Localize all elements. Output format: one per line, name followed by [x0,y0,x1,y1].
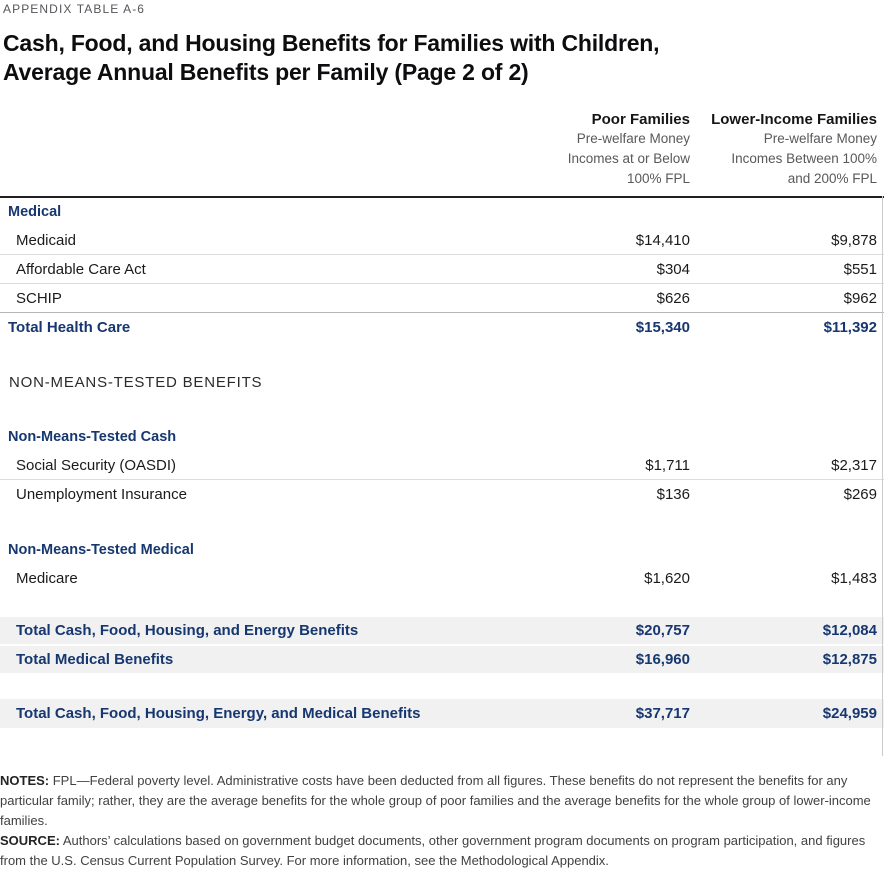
page-title-line1: Cash, Food, and Housing Benefits for Fam… [3,30,660,56]
notes-label: NOTES: [0,773,50,788]
grand-total-row: Total Cash, Food, Housing, Energy, and M… [0,699,884,728]
column-subtext-line2: Incomes at or Below [567,151,690,166]
row-label: Total Cash, Food, Housing, and Energy Be… [16,622,359,639]
column-name: Lower-Income Families [711,111,877,128]
row-label: Unemployment Insurance [16,485,187,503]
lower-income-value: $12,084 [822,622,877,639]
column-subtext-line1: Pre-welfare Money [763,131,877,146]
row-label: Total Cash, Food, Housing, Energy, and M… [16,705,421,722]
appendix-label: APPENDIX TABLE A-6 [3,2,146,16]
section-header-label: Non-Means-Tested Cash [8,429,177,445]
row-label: Affordable Care Act [16,260,146,278]
benefits-table: Medical Medicaid $14,410 $9,878 Affordab… [0,196,884,728]
table-row-schip: SCHIP $626 $962 [0,284,884,312]
section-header-label: Medical [8,204,62,220]
poor-families-value: $136 [656,485,690,503]
table-row-unemployment-insurance: Unemployment Insurance $136 $269 [0,480,884,508]
non-means-tested-heading: NON-MEANS-TESTED BENEFITS [9,374,263,391]
row-label: Medicaid [16,231,77,249]
total-row-cash-food-housing-energy: Total Cash, Food, Housing, and Energy Be… [0,617,884,644]
lower-income-value: $12,875 [822,651,877,668]
poor-families-value: $1,620 [644,569,690,587]
notes-block: NOTES: FPL—Federal poverty level. Admini… [0,771,884,871]
notes-text: FPL—Federal poverty level. Administrativ… [0,773,871,828]
spacer [0,592,884,617]
lower-income-value: $11,392 [823,318,877,336]
table-row-affordable-care-act: Affordable Care Act $304 $551 [0,255,884,284]
poor-families-value: $37,717 [635,705,690,722]
spacer [0,673,884,699]
lower-income-value: $9,878 [831,231,877,249]
poor-families-value: $20,757 [635,622,690,639]
column-header-lower-income-families: Lower-Income Families Pre-welfare Money … [690,111,884,189]
total-row-health-care: Total Health Care $15,340 $11,392 [0,312,884,341]
poor-families-value: $304 [656,260,690,278]
poor-families-value: $626 [656,289,690,307]
table-right-border [882,196,883,756]
total-row-medical-benefits: Total Medical Benefits $16,960 $12,875 [0,646,884,673]
column-headers: Poor Families Pre-welfare Money Incomes … [0,111,884,196]
section-header-non-means-tested-medical: Non-Means-Tested Medical [0,536,884,564]
lower-income-value: $1,483 [831,569,877,587]
poor-families-value: $1,711 [645,456,690,474]
column-subtext-line3: 100% FPL [626,171,690,186]
source-text: Authors’ calculations based on governmen… [0,833,866,868]
row-label: Social Security (OASDI) [16,456,177,474]
column-subtext-line1: Pre-welfare Money [576,131,690,146]
lower-income-value: $24,959 [822,705,877,722]
column-subtext-line3: and 200% FPL [787,171,877,186]
row-label: Total Medical Benefits [16,651,174,668]
column-name: Poor Families [591,111,690,128]
column-subtext-line2: Incomes Between 100% [731,151,877,166]
table-row-medicare: Medicare $1,620 $1,483 [0,564,884,592]
poor-families-value: $16,960 [635,651,690,668]
notes-paragraph: NOTES: FPL—Federal poverty level. Admini… [0,771,884,831]
section-header-label: Non-Means-Tested Medical [8,542,194,558]
spacer [0,392,884,423]
row-label: SCHIP [16,289,62,307]
row-label: Total Health Care [8,318,131,336]
lower-income-value: $551 [843,260,877,278]
page-header: APPENDIX TABLE A-6 Cash, Food, and Housi… [0,0,884,87]
row-label: Medicare [16,569,78,587]
section-header-non-means-tested-cash: Non-Means-Tested Cash [0,423,884,451]
table-row-medicaid: Medicaid $14,410 $9,878 [0,226,884,255]
source-paragraph: SOURCE: Authors’ calculations based on g… [0,831,884,871]
lower-income-value: $269 [843,485,877,503]
spacer [0,508,884,536]
page-title: Cash, Food, and Housing Benefits for Fam… [3,29,884,87]
poor-families-value: $14,410 [635,231,690,249]
column-header-poor-families: Poor Families Pre-welfare Money Incomes … [530,111,690,189]
source-label: SOURCE: [0,833,60,848]
table-row-social-security: Social Security (OASDI) $1,711 $2,317 [0,451,884,480]
section-header-medical: Medical [0,198,884,226]
lower-income-value: $2,317 [831,456,877,474]
lower-income-value: $962 [843,289,877,307]
page-title-line2: Average Annual Benefits per Family (Page… [3,59,529,85]
poor-families-value: $15,340 [635,318,690,336]
